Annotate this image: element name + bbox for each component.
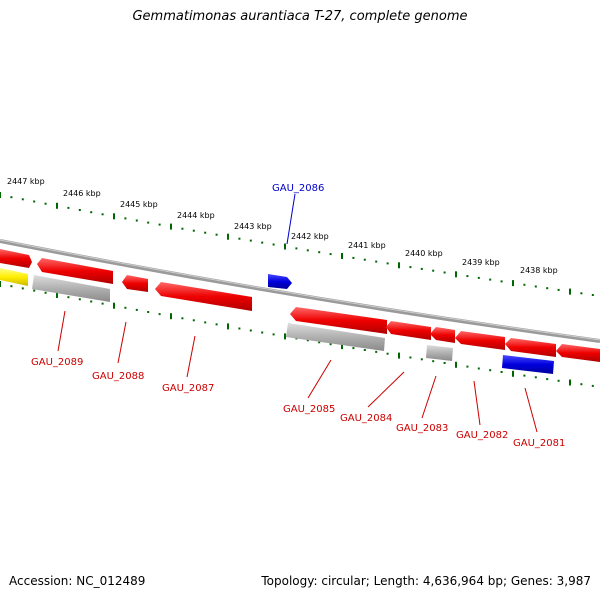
kbp-label: 2443 kbp	[234, 222, 272, 231]
gene-feature-gau-2086[interactable]	[268, 274, 292, 289]
kbp-label: 2440 kbp	[405, 249, 443, 258]
connector-gau-2089	[57, 310, 66, 352]
gene-label-gau-2082[interactable]: GAU_2082	[456, 430, 508, 441]
gene-label-gau-2086[interactable]: GAU_2086	[272, 183, 324, 194]
label-connectors	[57, 193, 538, 433]
connector-gau-2085	[307, 359, 332, 399]
gene-label-gau-2087[interactable]: GAU_2087	[162, 383, 214, 394]
gene-feature-gau-2085[interactable]	[286, 323, 385, 351]
kbp-label: 2446 kbp	[63, 189, 101, 198]
kbp-label: 2445 kbp	[120, 200, 158, 209]
gene-feature-gau-2081[interactable]	[502, 355, 554, 374]
gene-feature-gau-2083[interactable]	[426, 345, 453, 361]
gene-feature-gau-2080[interactable]	[556, 344, 600, 362]
genome-info-label: Topology: circular; Length: 4,636,964 bp…	[261, 574, 591, 588]
connector-gau-2084	[367, 371, 405, 408]
connector-gau-2083	[421, 375, 437, 419]
gene-feature-gau-2082[interactable]	[455, 331, 505, 350]
gene-feature-gau-2085-upper[interactable]	[290, 307, 387, 334]
forward-strand-features	[0, 249, 292, 289]
gene-label-gau-2084[interactable]: GAU_2084	[340, 413, 392, 424]
gene-feature-gau-2083-upper[interactable]	[430, 327, 455, 343]
inner-scale-ring	[0, 281, 594, 387]
gene-feature-gau-2088[interactable]	[122, 275, 148, 292]
gene-label-gau-2088[interactable]: GAU_2088	[92, 371, 144, 382]
outer-scale-ring	[0, 192, 594, 296]
gene-labels: GAU_2086 GAU_2089 GAU_2088 GAU_2087 GAU_…	[31, 183, 565, 449]
gene-feature-yellow[interactable]	[0, 268, 28, 286]
accession-label: Accession: NC_012489	[9, 574, 146, 588]
gene-feature-gau-2090[interactable]	[0, 249, 32, 268]
connector-gau-2088	[117, 321, 127, 364]
connector-gau-2082	[473, 380, 481, 426]
kbp-label: 2447 kbp	[7, 177, 45, 186]
kbp-label: 2439 kbp	[462, 258, 500, 267]
gene-label-gau-2081[interactable]: GAU_2081	[513, 438, 565, 449]
gene-label-gau-2083[interactable]: GAU_2083	[396, 423, 448, 434]
gene-feature-gau-2084[interactable]	[386, 321, 431, 340]
genome-backbone	[0, 239, 600, 343]
connector-gau-2086	[286, 193, 296, 245]
gene-feature-gau-2089[interactable]	[32, 275, 110, 302]
gene-feature-gau-2087[interactable]	[155, 282, 252, 311]
gene-label-gau-2085[interactable]: GAU_2085	[283, 404, 335, 415]
gene-feature-gau-2081-upper[interactable]	[505, 338, 556, 357]
gene-label-gau-2089[interactable]: GAU_2089	[31, 357, 83, 368]
genome-backbone-highlight	[0, 239, 600, 341]
connector-gau-2087	[186, 335, 196, 378]
map-title: Gemmatimonas aurantiaca T-27, complete g…	[132, 9, 468, 24]
kbp-label: 2441 kbp	[348, 241, 386, 250]
kbp-scale-labels: 2447 kbp 2446 kbp 2445 kbp 2444 kbp 2443…	[7, 177, 558, 275]
kbp-label: 2442 kbp	[291, 232, 329, 241]
reverse-strand-features	[0, 268, 600, 374]
gene-feature-gau-2089-upper[interactable]	[37, 258, 113, 284]
kbp-label: 2444 kbp	[177, 211, 215, 220]
kbp-label: 2438 kbp	[520, 266, 558, 275]
connector-gau-2081	[524, 387, 538, 433]
